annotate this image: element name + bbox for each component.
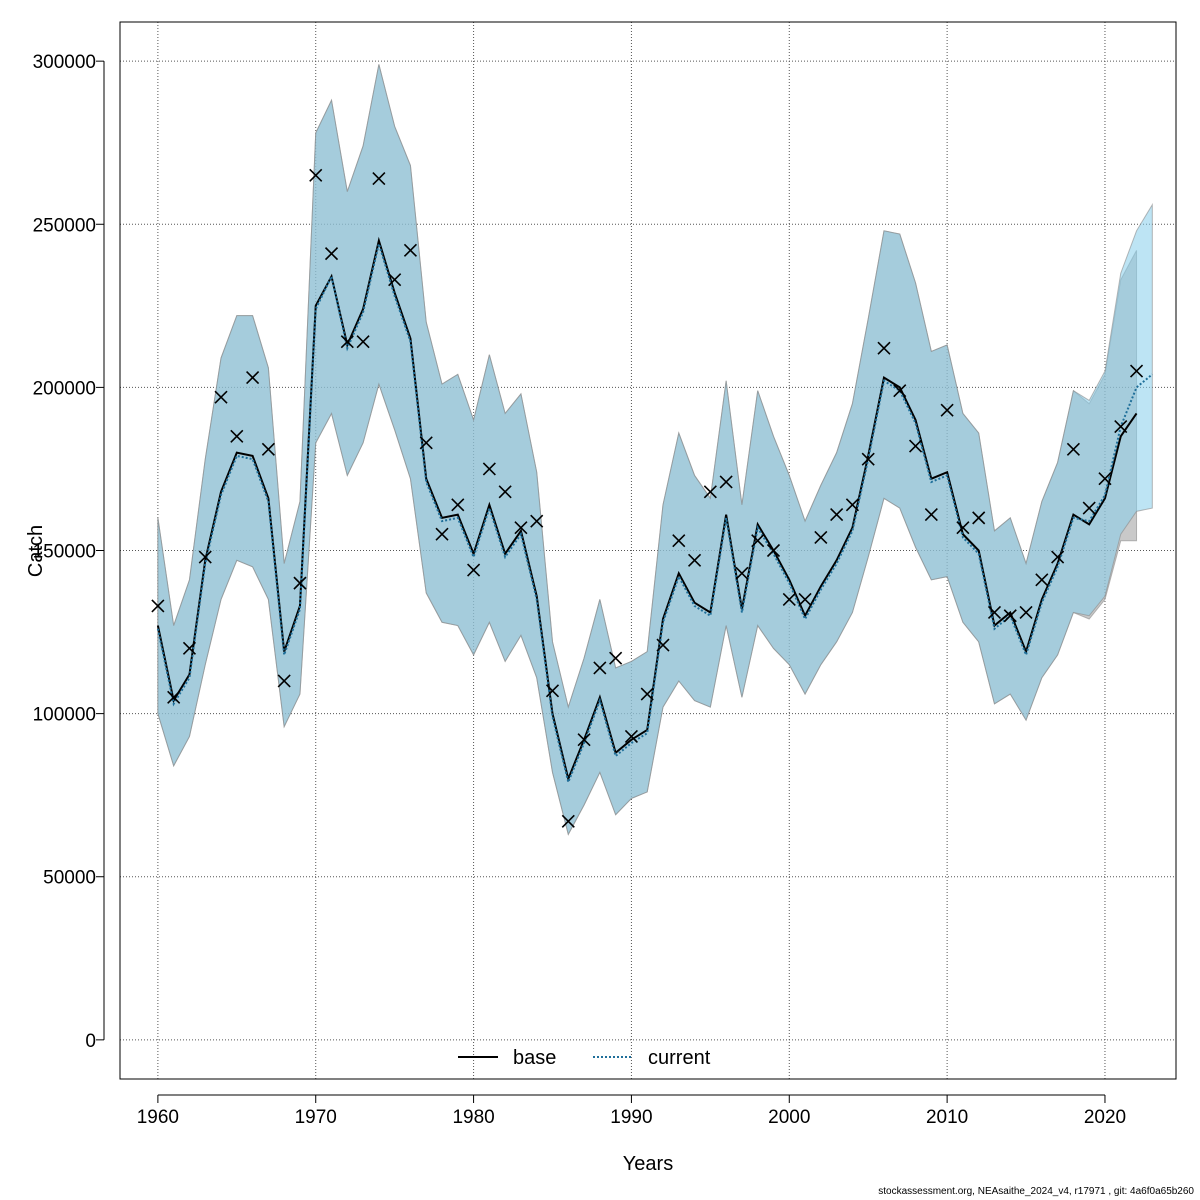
observed-point <box>719 475 733 489</box>
observed-point <box>435 527 449 541</box>
observed-point <box>230 429 244 443</box>
axes: 1960 1970 1980 1990 2000 2010 2020 0 50000 100000… <box>33 52 1127 1128</box>
observed-point <box>593 661 607 675</box>
x-tick-label: 2010 <box>926 1107 968 1128</box>
observed-point <box>987 605 1002 620</box>
observed-point <box>861 452 875 466</box>
observed-point <box>908 439 923 453</box>
observed-point <box>735 566 749 580</box>
y-tick-label: 300000 <box>33 52 96 73</box>
observed-point <box>340 335 354 349</box>
x-tick-label: 1970 <box>295 1107 337 1128</box>
observed-point <box>703 485 717 499</box>
observed-point <box>403 243 418 257</box>
observed-point <box>467 563 481 577</box>
observed-point <box>672 534 686 548</box>
observed-point <box>877 341 891 355</box>
observed-point <box>640 687 654 701</box>
observed-point <box>609 651 623 665</box>
line-current <box>156 239 1153 786</box>
observed-point <box>214 390 228 404</box>
observed-markers <box>151 168 1144 828</box>
observed-point <box>246 371 260 385</box>
observed-point <box>782 592 796 607</box>
observed-point <box>940 403 954 417</box>
observed-point <box>482 462 496 476</box>
observed-point <box>972 511 986 525</box>
band-current <box>157 64 1153 836</box>
y-axis-title: Catch <box>25 525 47 577</box>
observed-point <box>1066 442 1080 456</box>
observed-point <box>388 273 402 287</box>
observed-point <box>151 599 165 613</box>
observed-point <box>545 684 560 698</box>
observed-point <box>924 508 938 522</box>
x-tick-label: 1980 <box>452 1107 494 1128</box>
observed-point <box>451 498 465 512</box>
plot-frame <box>119 21 1177 1080</box>
observed-point <box>893 384 907 398</box>
observed-point <box>167 690 181 704</box>
observed-point <box>561 814 575 828</box>
observed-point <box>1051 550 1065 564</box>
y-tick-label: 250000 <box>33 215 96 236</box>
footer-credit: stockassessment.org, NEAsaithe_2024_v4, … <box>878 1186 1194 1197</box>
observed-point <box>498 485 512 499</box>
observed-point <box>814 530 828 545</box>
observed-point <box>293 576 307 590</box>
observed-point <box>324 247 339 261</box>
y-tick-label: 50000 <box>43 868 96 889</box>
observed-point <box>1114 419 1128 434</box>
observed-point <box>182 641 197 655</box>
x-tick-label: 1960 <box>137 1107 179 1128</box>
y-tick-label: 0 <box>85 1031 96 1052</box>
observed-point <box>277 674 291 688</box>
observed-point <box>751 534 765 548</box>
observed-point <box>624 729 638 744</box>
observed-point <box>766 543 781 558</box>
x-axis-title: Years <box>623 1153 673 1175</box>
observed-point <box>1035 573 1049 587</box>
observed-point <box>1003 609 1017 623</box>
y-tick-label: 100000 <box>33 705 96 726</box>
observed-point <box>1019 605 1033 620</box>
observed-point <box>845 498 859 512</box>
observed-point <box>687 553 702 567</box>
x-tick-label: 1990 <box>610 1107 652 1128</box>
y-tick-label: 150000 <box>33 542 96 563</box>
observed-point <box>656 638 670 652</box>
observed-point <box>419 436 433 450</box>
observed-point <box>356 335 370 349</box>
estimate-lines <box>156 236 1153 786</box>
observed-point <box>956 521 970 535</box>
observed-point <box>198 550 212 564</box>
legend: base current <box>458 1047 711 1069</box>
observed-point <box>372 172 386 186</box>
observed-point <box>309 168 323 182</box>
observed-point <box>1129 364 1144 378</box>
legend-label-base: base <box>513 1047 556 1069</box>
y-tick-label: 200000 <box>33 378 96 399</box>
legend-label-current: current <box>648 1047 711 1069</box>
x-tick-label: 2000 <box>768 1107 810 1128</box>
observed-point <box>830 508 844 522</box>
observed-point <box>530 514 544 528</box>
observed-point <box>798 592 812 607</box>
observed-point <box>577 733 591 747</box>
observed-point <box>261 442 275 456</box>
observed-point <box>1098 472 1112 486</box>
observed-point <box>1082 501 1096 515</box>
observed-point <box>514 521 528 535</box>
x-tick-label: 2020 <box>1084 1107 1126 1128</box>
confidence-bands <box>157 64 1153 836</box>
